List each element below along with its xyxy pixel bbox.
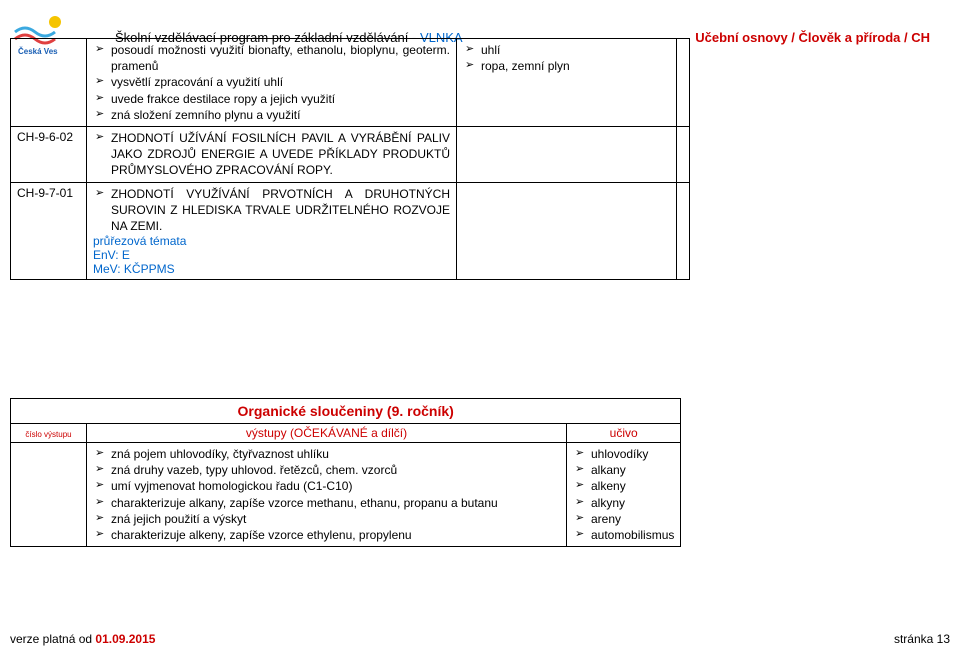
list-item: ZHODNOTÍ UŽÍVÁNÍ FOSILNÍCH PAVIL A VYRÁB… — [111, 130, 450, 179]
table-row: zná pojem uhlovodíky, čtyřvaznost uhlíku… — [11, 443, 681, 547]
table-row: posoudí možnosti využití bionafty, ethan… — [11, 39, 690, 127]
list-item: uhlovodíky — [591, 446, 674, 462]
env-line: EnV: E — [93, 248, 450, 262]
code-cell: CH-9-6-02 — [11, 126, 87, 182]
footer-prefix: verze platná od — [10, 632, 95, 646]
cross-themes-label: průřezová témata — [93, 234, 450, 248]
list-item: ropa, zemní plyn — [481, 58, 670, 74]
outputs-cell: zná pojem uhlovodíky, čtyřvaznost uhlíku… — [87, 443, 567, 547]
empty-cell — [677, 39, 690, 127]
list-item: charakterizuje alkany, zapíše vzorce met… — [111, 495, 560, 511]
table-header-row: číslo výstupu výstupy (OČEKÁVANÉ a dílčí… — [11, 424, 681, 443]
outputs-cell: ZHODNOTÍ VYUŽÍVÁNÍ PRVOTNÍCH A DRUHOTNÝC… — [87, 182, 457, 280]
list-item: ZHODNOTÍ VYUŽÍVÁNÍ PRVOTNÍCH A DRUHOTNÝC… — [111, 186, 450, 235]
col-header-outputs: výstupy (OČEKÁVANÉ a dílčí) — [87, 424, 567, 443]
list-item: automobilismus — [591, 527, 674, 543]
list-item: uhlí — [481, 42, 670, 58]
outcomes-table-2: Organické sloučeniny (9. ročník) číslo v… — [10, 398, 681, 547]
list-item: zná pojem uhlovodíky, čtyřvaznost uhlíku — [111, 446, 560, 462]
table-title-row: Organické sloučeniny (9. ročník) — [11, 399, 681, 424]
footer-left: verze platná od 01.09.2015 — [10, 632, 155, 646]
col-header-number-label: číslo výstupu — [25, 430, 71, 439]
topics-cell — [457, 182, 677, 280]
list-item: alkany — [591, 462, 674, 478]
list-item: posoudí možnosti využití bionafty, ethan… — [111, 42, 450, 74]
topics-cell: uhlí ropa, zemní plyn — [457, 39, 677, 127]
col-header-ucivo: učivo — [567, 424, 681, 443]
footer-date: 01.09.2015 — [95, 632, 155, 646]
header-breadcrumb: Učební osnovy / Člověk a příroda / CH — [695, 30, 930, 45]
mev-line: MeV: KČPPMS — [93, 262, 450, 276]
list-item: alkyny — [591, 495, 674, 511]
page-footer: verze platná od 01.09.2015 stránka 13 — [10, 632, 950, 646]
outcomes-table-1: posoudí možnosti využití bionafty, ethan… — [10, 38, 690, 280]
table-row: CH-9-7-01 ZHODNOTÍ VYUŽÍVÁNÍ PRVOTNÍCH A… — [11, 182, 690, 280]
list-item: zná druhy vazeb, typy uhlovod. řetězců, … — [111, 462, 560, 478]
outputs-cell: posoudí možnosti využití bionafty, ethan… — [87, 39, 457, 127]
empty-cell — [677, 182, 690, 280]
list-item: uvede frakce destilace ropy a jejich vyu… — [111, 91, 450, 107]
footer-page-number: stránka 13 — [894, 632, 950, 646]
list-item: zná složení zemního plynu a využití — [111, 107, 450, 123]
ucivo-cell: uhlovodíky alkany alkeny alkyny areny au… — [567, 443, 681, 547]
code-cell: CH-9-7-01 — [11, 182, 87, 280]
table-row: CH-9-6-02 ZHODNOTÍ UŽÍVÁNÍ FOSILNÍCH PAV… — [11, 126, 690, 182]
list-item: zná jejich použití a výskyt — [111, 511, 560, 527]
list-item: vysvětlí zpracování a využití uhlí — [111, 74, 450, 90]
empty-cell — [677, 126, 690, 182]
topics-cell — [457, 126, 677, 182]
col-header-number: číslo výstupu — [11, 424, 87, 443]
list-item: charakterizuje alkeny, zapíše vzorce eth… — [111, 527, 560, 543]
outputs-cell: ZHODNOTÍ UŽÍVÁNÍ FOSILNÍCH PAVIL A VYRÁB… — [87, 126, 457, 182]
list-item: alkeny — [591, 478, 674, 494]
list-item: areny — [591, 511, 674, 527]
code-cell — [11, 39, 87, 127]
code-cell — [11, 443, 87, 547]
section-title-cell: Organické sloučeniny (9. ročník) — [11, 399, 681, 424]
list-item: umí vyjmenovat homologickou řadu (C1-C10… — [111, 478, 560, 494]
